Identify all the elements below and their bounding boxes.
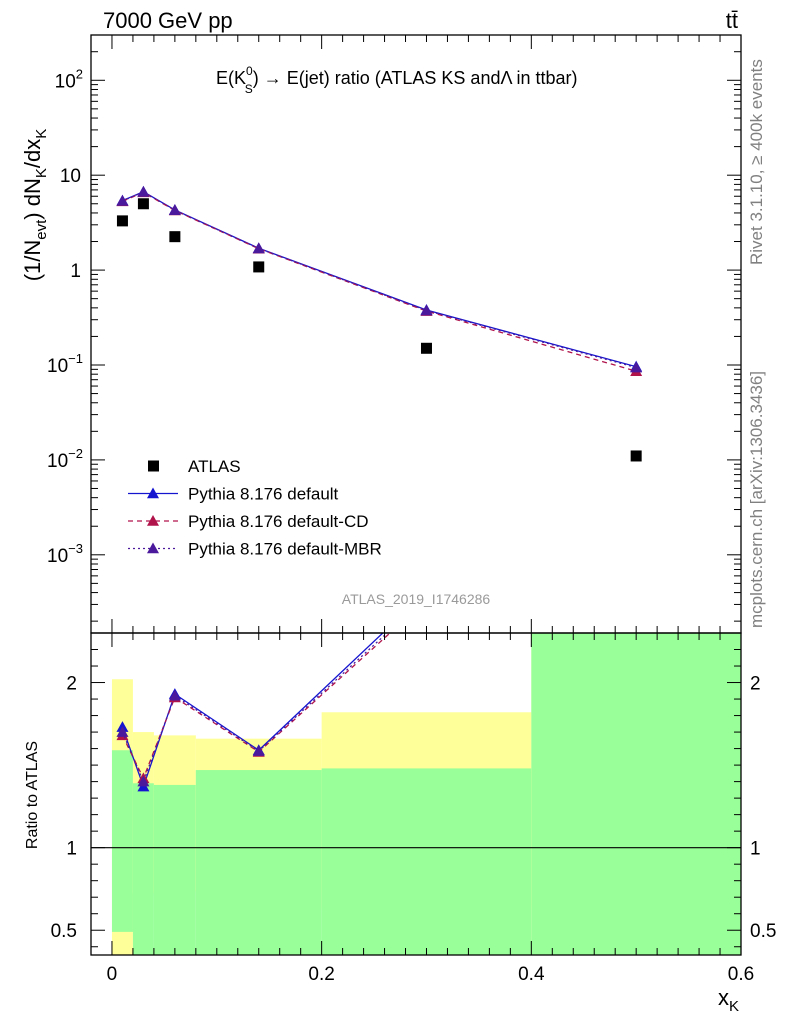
title-lambda: Λ: [500, 68, 512, 88]
x-axis-label: xK: [718, 985, 739, 1015]
green-band-bin: [132, 783, 154, 955]
chart-title: E(K0 S) → E(jet) ratio (ATLAS KS andΛ in …: [216, 64, 578, 96]
legend-label: Pythia 8.176 default-MBR: [188, 540, 382, 559]
mc-series-line: [122, 190, 637, 368]
mc-point: [630, 361, 643, 373]
legend-label: ATLAS: [188, 457, 241, 476]
source-label: mcplots.cern.ch [arXiv:1306.3436]: [747, 371, 766, 628]
ratio-y-tick-label: 0.5: [750, 921, 776, 942]
y-tick-label: 10: [60, 166, 81, 187]
green-band-bin: [195, 770, 322, 955]
ratio-point: [137, 775, 150, 787]
x-tick-label: 0.6: [728, 964, 754, 985]
mc-series-line: [122, 191, 637, 369]
main-ylabel: (1/Nevt) dNK/dxK: [20, 129, 50, 282]
data-point: [116, 215, 128, 227]
ratio-frame: [90, 632, 742, 956]
ratio-point: [116, 726, 129, 737]
legend-label: Pythia 8.176 default: [188, 485, 339, 504]
mc-point: [420, 304, 433, 316]
green-band-bin: [531, 633, 741, 955]
y-tick-label: 10−3: [47, 541, 83, 567]
legend-marker: [147, 542, 159, 554]
green-band-bin: [153, 784, 196, 955]
y-tick-label: 10−2: [47, 446, 83, 472]
ratio-uncertainty-bands: [91, 633, 741, 955]
ratio-y-tick-label: 0.5: [51, 921, 77, 942]
mc-point: [137, 186, 150, 197]
ratio-y-tick-label: 2: [66, 674, 77, 695]
ratio-series-line: [121, 633, 391, 780]
energy-label: 7000 GeV pp: [103, 8, 233, 33]
y-tick-label: 102: [55, 66, 83, 92]
mc-series-line: [122, 191, 637, 372]
title-sup: 0: [246, 64, 253, 78]
ratio-point: [168, 689, 181, 701]
mc-point: [252, 242, 265, 254]
legend-marker: [147, 515, 159, 526]
data-point: [630, 450, 642, 462]
axes: 102 10 1 10−1 10−2 10−3 0 0.2 0.4 0.6 0.5 0.5 1 1 2 2: [47, 34, 776, 985]
ratio-ylabel: Ratio to ATLAS: [24, 741, 41, 849]
title-sub: S: [245, 82, 253, 96]
data-point: [137, 198, 149, 210]
analysis-watermark: ATLAS_2019_I1746286: [342, 591, 491, 607]
x-tick-label: 0: [107, 964, 118, 985]
ratio-series: [116, 633, 391, 792]
legend-marker: [148, 460, 159, 472]
mc-point: [168, 204, 181, 215]
mc-point: [116, 194, 129, 206]
main-series: [116, 185, 643, 462]
data-point: [169, 231, 181, 243]
green-band-bin: [111, 750, 133, 932]
title-part-b: ) → E(jet) ratio (ATLAS KS and: [253, 68, 501, 88]
ratio-point: [252, 745, 265, 756]
title-part-a: E(K: [216, 68, 246, 88]
x-tick-label: 0.4: [518, 964, 545, 985]
process-label: tt̄: [726, 8, 738, 33]
ratio-y-tick-label: 1: [66, 839, 77, 860]
x-tick-label: 0.2: [308, 964, 334, 985]
green-band-bin: [321, 768, 532, 955]
data-point: [253, 261, 265, 273]
data-point: [420, 342, 432, 354]
legend-marker: [147, 487, 159, 499]
rivet-label: Rivet 3.1.10, ≥ 400k events: [747, 59, 766, 265]
ratio-y-tick-label: 1: [750, 839, 761, 860]
y-tick-label: 10−1: [47, 351, 83, 377]
legend-label: Pythia 8.176 default-CD: [188, 512, 369, 531]
legend: ATLAS Pythia 8.176 default Pythia 8.176 de…: [128, 457, 382, 559]
title-part-c: in ttbar): [512, 68, 578, 88]
ratio-y-tick-label: 2: [750, 674, 761, 695]
y-tick-label: 1: [70, 261, 81, 282]
